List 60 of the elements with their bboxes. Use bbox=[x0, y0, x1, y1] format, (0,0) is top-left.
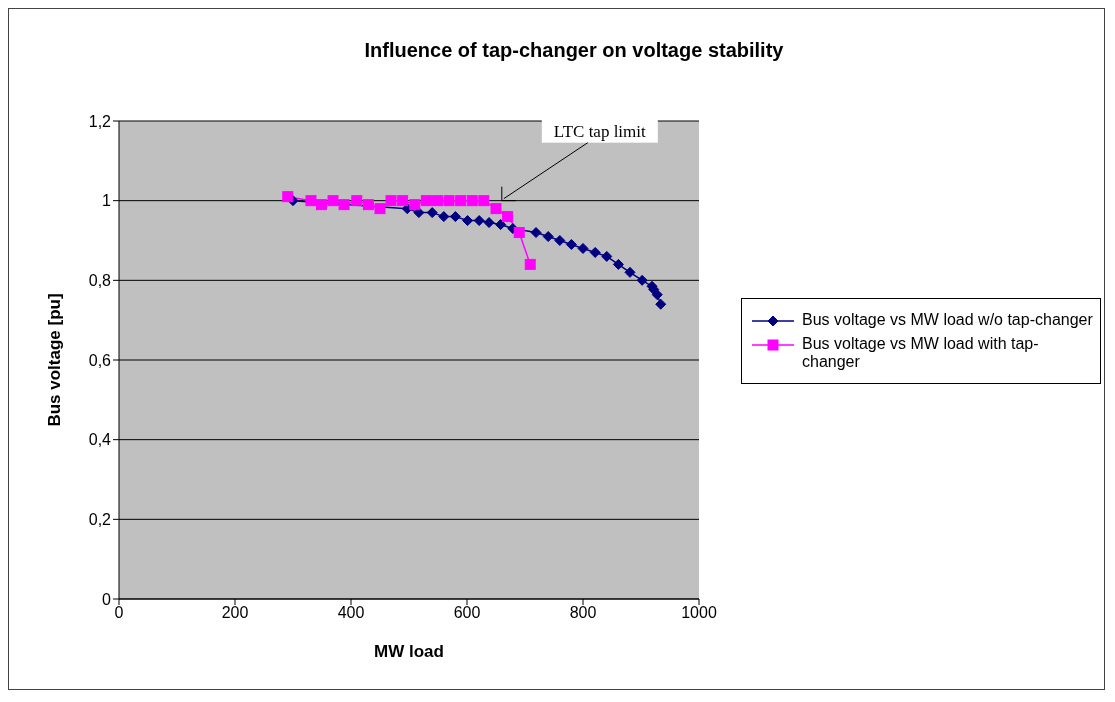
point bbox=[530, 227, 542, 239]
point bbox=[651, 289, 663, 301]
point bbox=[478, 195, 490, 207]
point bbox=[351, 195, 363, 207]
x-tick-label: 400 bbox=[337, 604, 365, 622]
point bbox=[490, 203, 502, 215]
y-tick-label: 0 bbox=[102, 590, 112, 608]
x-axis-title: MW load bbox=[374, 642, 444, 661]
point bbox=[524, 258, 536, 270]
legend-label: Bus voltage vs MW load w/o tap-changer bbox=[802, 311, 1093, 329]
y-tick-label: 1,2 bbox=[88, 112, 112, 130]
point bbox=[636, 274, 648, 286]
chart-title: Influence of tap-changer on voltage stability bbox=[363, 39, 785, 62]
point bbox=[473, 215, 485, 227]
x-tick-label: 800 bbox=[569, 604, 597, 622]
point bbox=[374, 203, 386, 215]
point bbox=[624, 266, 636, 278]
point bbox=[338, 199, 350, 211]
point bbox=[282, 191, 294, 203]
point bbox=[438, 211, 450, 223]
x-tick-label: 0 bbox=[114, 604, 124, 622]
point bbox=[443, 195, 455, 207]
point bbox=[589, 246, 601, 258]
point bbox=[315, 199, 327, 211]
x-tick-label: 600 bbox=[453, 604, 481, 622]
point bbox=[495, 219, 507, 231]
point bbox=[513, 227, 525, 239]
point bbox=[455, 195, 467, 207]
point bbox=[601, 250, 613, 262]
point bbox=[409, 199, 421, 211]
point bbox=[426, 207, 438, 219]
point bbox=[449, 211, 461, 223]
y-tick-label: 0,2 bbox=[88, 511, 112, 529]
point bbox=[413, 207, 425, 219]
legend-label: Bus voltage vs MW load with tap-changer bbox=[802, 335, 1040, 371]
point bbox=[385, 195, 397, 207]
point bbox=[305, 195, 317, 207]
point bbox=[420, 195, 432, 207]
y-tick-label: 0,6 bbox=[88, 351, 112, 369]
x-tick-label: 200 bbox=[221, 604, 249, 622]
point bbox=[565, 238, 577, 250]
annotation: LTC tap limit bbox=[553, 121, 647, 141]
y-tick-label: 0,8 bbox=[88, 272, 112, 290]
point bbox=[554, 235, 566, 246]
x-tick-label: 1000 bbox=[681, 604, 717, 622]
point bbox=[462, 215, 474, 227]
point bbox=[655, 298, 667, 310]
point bbox=[502, 211, 514, 223]
point bbox=[577, 242, 589, 254]
point bbox=[483, 217, 495, 229]
point bbox=[327, 195, 339, 207]
point bbox=[542, 231, 554, 243]
point bbox=[466, 195, 478, 207]
point bbox=[397, 195, 409, 207]
point bbox=[431, 195, 443, 207]
point bbox=[362, 199, 374, 211]
y-tick-label: 0,4 bbox=[88, 431, 112, 449]
y-tick-label: 1 bbox=[102, 192, 112, 210]
y-axis-title: Bus voltage [pu] bbox=[45, 293, 65, 427]
point bbox=[612, 258, 624, 270]
